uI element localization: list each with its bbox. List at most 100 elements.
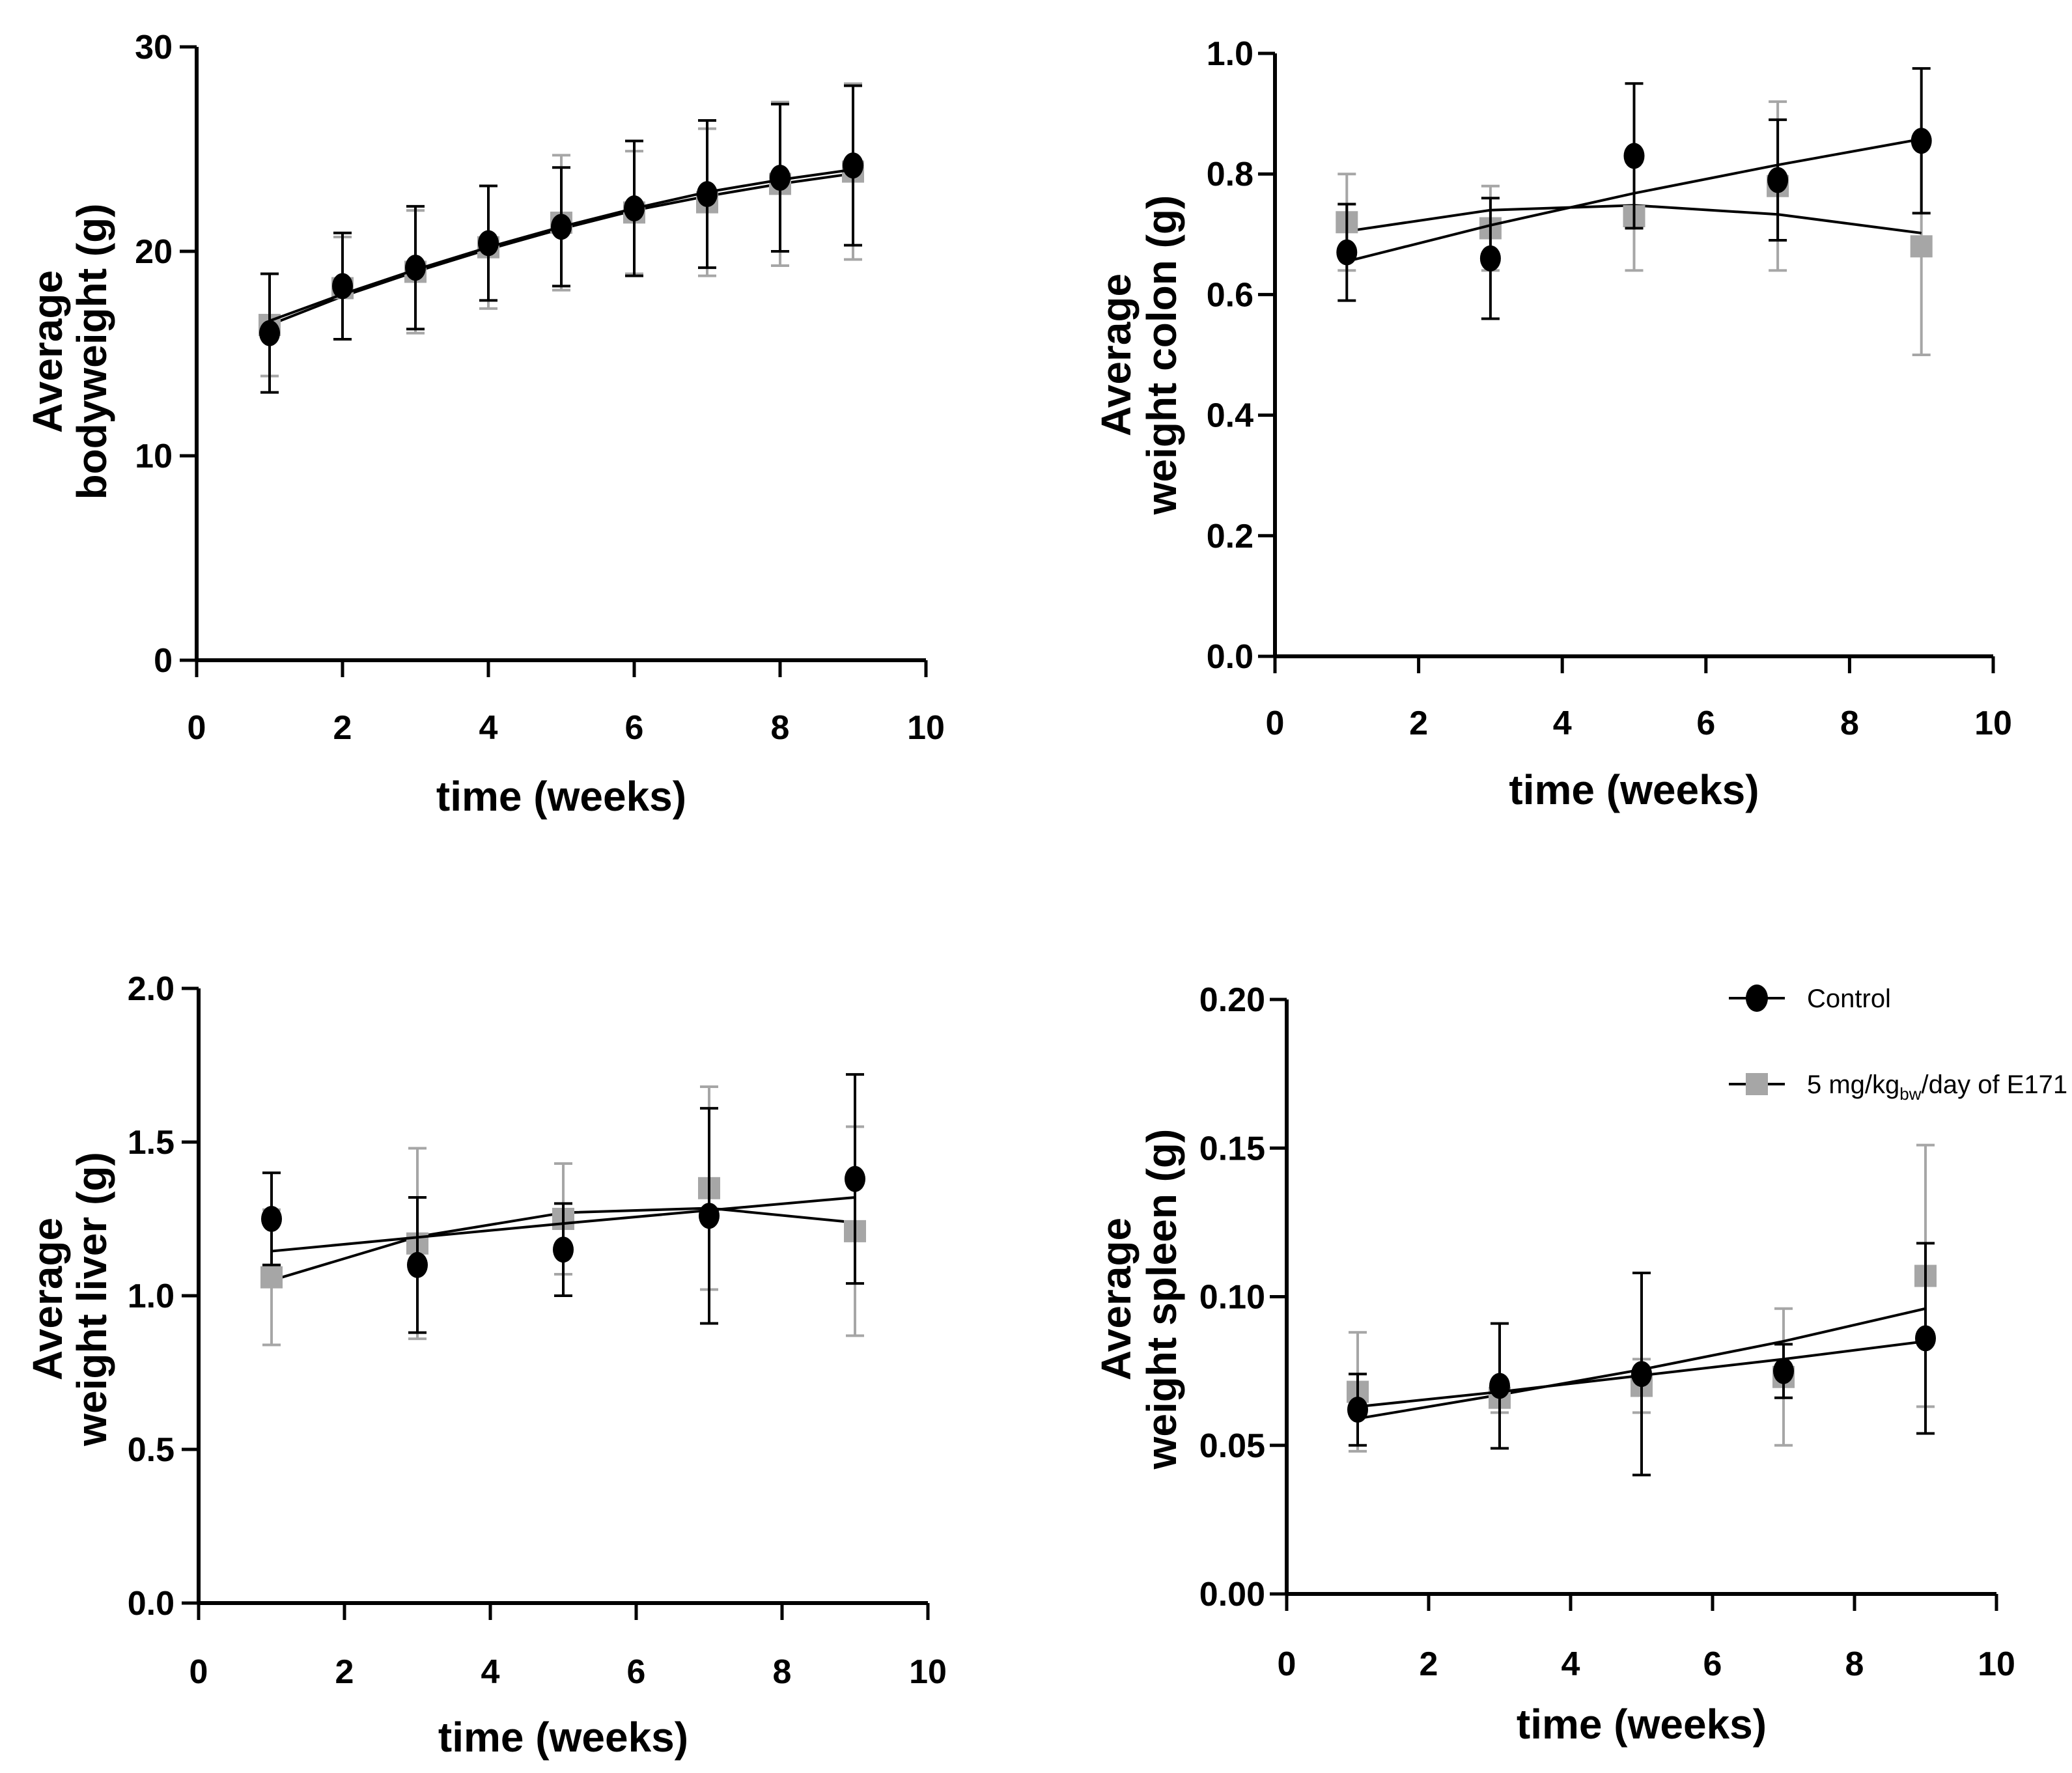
data-point-control bbox=[1489, 1373, 1510, 1399]
y-tick-label: 0.10 bbox=[1199, 1279, 1265, 1317]
y-tick-label: 20 bbox=[135, 233, 173, 271]
legend-entry-treated: 5 mg/kgbw/day of E171 bbox=[1729, 1070, 2067, 1104]
y-axis-title-line: Average bbox=[1093, 1218, 1140, 1380]
x-axis-title: time (weeks) bbox=[1509, 766, 1759, 813]
legend-entry-control: Control bbox=[1729, 984, 1891, 1013]
data-point-control bbox=[259, 320, 280, 346]
x-tick-label: 4 bbox=[1553, 705, 1572, 742]
x-tick-label: 4 bbox=[479, 709, 498, 747]
x-tick-label: 0 bbox=[1278, 1645, 1296, 1683]
y-tick-label: 0.0 bbox=[128, 1585, 175, 1623]
legend-treated-marker bbox=[1746, 1073, 1768, 1095]
legend-control-marker bbox=[1746, 984, 1768, 1012]
data-point-control bbox=[697, 181, 718, 208]
data-point-control bbox=[843, 152, 863, 179]
data-point-control bbox=[478, 230, 499, 257]
x-tick-label: 2 bbox=[1409, 705, 1428, 742]
x-tick-label: 10 bbox=[1974, 705, 2012, 742]
data-point-control bbox=[1773, 1358, 1794, 1384]
x-tick-label: 10 bbox=[909, 1653, 947, 1691]
data-point-control bbox=[770, 164, 791, 191]
legend-treated-prefix: 5 mg/kg bbox=[1807, 1070, 1899, 1099]
series-control bbox=[259, 84, 863, 394]
data-point-control bbox=[624, 195, 645, 222]
data-point-treated bbox=[260, 1266, 283, 1289]
x-tick-label: 10 bbox=[1978, 1645, 2015, 1683]
fit-line bbox=[271, 1195, 856, 1253]
y-axis-title-line: bodyweight (g) bbox=[68, 203, 115, 499]
x-tick-label: 4 bbox=[481, 1653, 500, 1691]
data-point-control bbox=[1911, 128, 1932, 154]
data-point-control bbox=[1336, 239, 1358, 266]
x-tick-label: 8 bbox=[1840, 705, 1859, 742]
data-point-control bbox=[845, 1166, 865, 1192]
y-axis-title-line: Average bbox=[24, 270, 71, 433]
x-tick-label: 2 bbox=[333, 709, 352, 747]
data-point-control bbox=[1631, 1361, 1652, 1388]
x-tick-label: 2 bbox=[335, 1653, 354, 1691]
legend-treated-label: 5 mg/kgbw/day of E171 bbox=[1807, 1070, 2067, 1104]
y-axis-title-line: Average bbox=[1093, 273, 1140, 436]
x-tick-label: 8 bbox=[1845, 1645, 1864, 1683]
x-tick-label: 6 bbox=[1696, 705, 1715, 742]
y-tick-label: 0.00 bbox=[1199, 1576, 1265, 1613]
y-tick-label: 1.5 bbox=[128, 1124, 175, 1162]
x-tick-label: 2 bbox=[1420, 1645, 1438, 1683]
x-tick-label: 8 bbox=[771, 709, 790, 747]
y-axis-title-line: Average bbox=[24, 1218, 71, 1380]
legend-treated-suffix: /day of E171 bbox=[1922, 1070, 2068, 1099]
y-tick-label: 0.15 bbox=[1199, 1130, 1265, 1167]
series-control bbox=[1336, 67, 1932, 320]
legend-treated-subscript: bw bbox=[1899, 1084, 1921, 1104]
series-control bbox=[1347, 1242, 1936, 1477]
y-axis-title-line: weight liver (g) bbox=[68, 1152, 115, 1447]
x-tick-label: 0 bbox=[188, 709, 206, 747]
x-tick-label: 6 bbox=[627, 1653, 646, 1691]
data-point-treated bbox=[1910, 235, 1933, 258]
chart-bodyweight: 0 2 4 6 8 10 0 10 20 30 time (weeks) Averagebodywei… bbox=[24, 29, 945, 820]
data-point-control bbox=[1479, 245, 1501, 272]
y-tick-label: 0 bbox=[154, 642, 173, 680]
x-axis-title: time (weeks) bbox=[1517, 1701, 1767, 1748]
data-point-control bbox=[551, 214, 572, 240]
data-point-control bbox=[1915, 1325, 1936, 1352]
data-point-control bbox=[553, 1236, 574, 1263]
y-tick-label: 10 bbox=[135, 438, 173, 475]
y-tick-label: 1.0 bbox=[128, 1277, 175, 1315]
x-axis-title: time (weeks) bbox=[438, 1714, 688, 1761]
x-tick-label: 4 bbox=[1561, 1645, 1580, 1683]
y-axis-title-line: weight spleen (g) bbox=[1138, 1129, 1185, 1470]
y-tick-label: 0.6 bbox=[1207, 276, 1253, 314]
y-tick-label: 0.20 bbox=[1199, 981, 1265, 1019]
y-tick-label: 0.05 bbox=[1199, 1427, 1265, 1465]
y-tick-label: 0.0 bbox=[1207, 638, 1253, 676]
x-tick-label: 10 bbox=[907, 709, 945, 747]
data-point-control bbox=[407, 1251, 428, 1278]
chart-liver: 0 2 4 6 8 10 0.0 0.5 1.0 1.5 2.0 time (weeks) Averag… bbox=[24, 970, 947, 1761]
data-point-control bbox=[699, 1203, 720, 1229]
y-tick-label: 0.8 bbox=[1207, 156, 1253, 193]
x-tick-label: 8 bbox=[773, 1653, 792, 1691]
y-tick-label: 2.0 bbox=[128, 970, 175, 1008]
series-control bbox=[261, 1073, 865, 1334]
y-tick-label: 0.5 bbox=[128, 1431, 175, 1469]
data-point-control bbox=[1623, 143, 1645, 169]
y-tick-label: 30 bbox=[135, 29, 173, 66]
y-tick-label: 0.4 bbox=[1207, 397, 1253, 435]
data-point-control bbox=[1347, 1396, 1368, 1423]
x-tick-label: 0 bbox=[1266, 705, 1285, 742]
data-point-control bbox=[1767, 167, 1789, 193]
legend: Control 5 mg/kgbw/day of E171 bbox=[1729, 984, 2067, 1104]
chart-spleen: 0 2 4 6 8 10 0.00 0.05 0.10 0.15 0.20 time (weeks) A… bbox=[1093, 981, 2015, 1748]
y-axis-title-line: weight colon (g) bbox=[1138, 195, 1185, 516]
y-tick-label: 0.2 bbox=[1207, 518, 1253, 555]
x-tick-label: 6 bbox=[1703, 1645, 1722, 1683]
fit-line bbox=[1346, 137, 1922, 263]
x-axis-title: time (weeks) bbox=[436, 773, 686, 820]
x-tick-label: 0 bbox=[189, 1653, 208, 1691]
data-point-control bbox=[332, 273, 353, 300]
y-tick-label: 1.0 bbox=[1207, 35, 1253, 73]
chart-colon: 0 2 4 6 8 10 0.0 0.2 0.4 0.6 0.8 1.0 time (weeks) Ave… bbox=[1093, 35, 2012, 813]
